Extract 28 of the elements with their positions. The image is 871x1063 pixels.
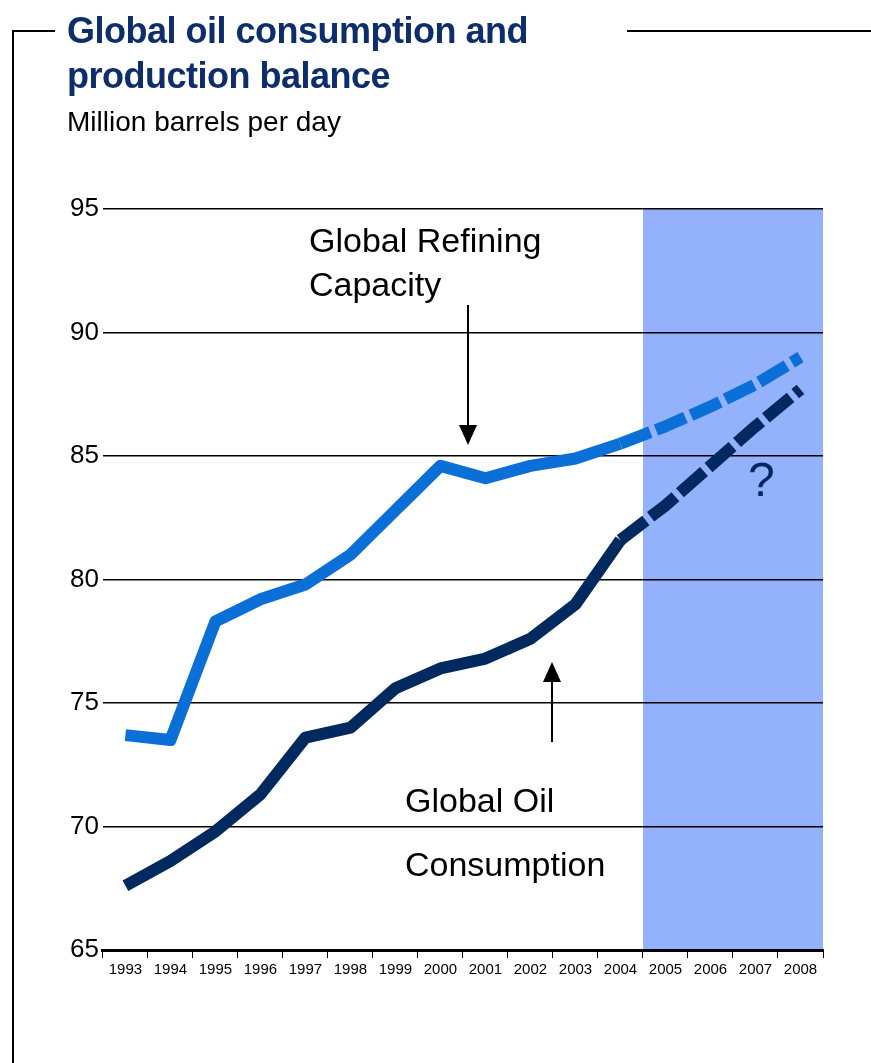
x-tick-label: 1996 (243, 960, 278, 978)
annotation: ? (748, 452, 775, 508)
annotation: Global Oil Consumption (405, 780, 607, 885)
annotation: Global Refining Capacity (309, 220, 543, 305)
chart-subtitle: Million barrels per day (67, 106, 342, 138)
x-tick-label: 1993 (108, 960, 143, 978)
y-tick-label: 70 (70, 809, 99, 840)
x-tick-label: 1998 (333, 960, 368, 978)
x-tick-label: 2005 (648, 960, 683, 978)
chart-title: Global oil consumption and production balance (67, 9, 529, 98)
x-tick-label: 1999 (378, 960, 413, 978)
y-tick-label: 75 (70, 686, 99, 717)
y-tick-label: 80 (70, 562, 99, 593)
x-tick-label: 1994 (153, 960, 188, 978)
x-tick-label: 2004 (603, 960, 638, 978)
x-tick-label: 2000 (423, 960, 458, 978)
x-tick-label: 2007 (738, 960, 773, 978)
x-tick-label: 1997 (288, 960, 323, 978)
y-tick-label: 90 (70, 315, 99, 346)
x-tick-label: 2006 (693, 960, 728, 978)
x-tick-label: 1995 (198, 960, 233, 978)
x-tick-label: 2008 (783, 960, 818, 978)
x-tick-label: 2002 (513, 960, 548, 978)
x-tick-label: 2001 (468, 960, 503, 978)
y-tick-label: 85 (70, 439, 99, 470)
y-tick-label: 65 (70, 933, 99, 964)
x-tick-label: 2003 (558, 960, 593, 978)
y-tick-label: 95 (70, 192, 99, 223)
